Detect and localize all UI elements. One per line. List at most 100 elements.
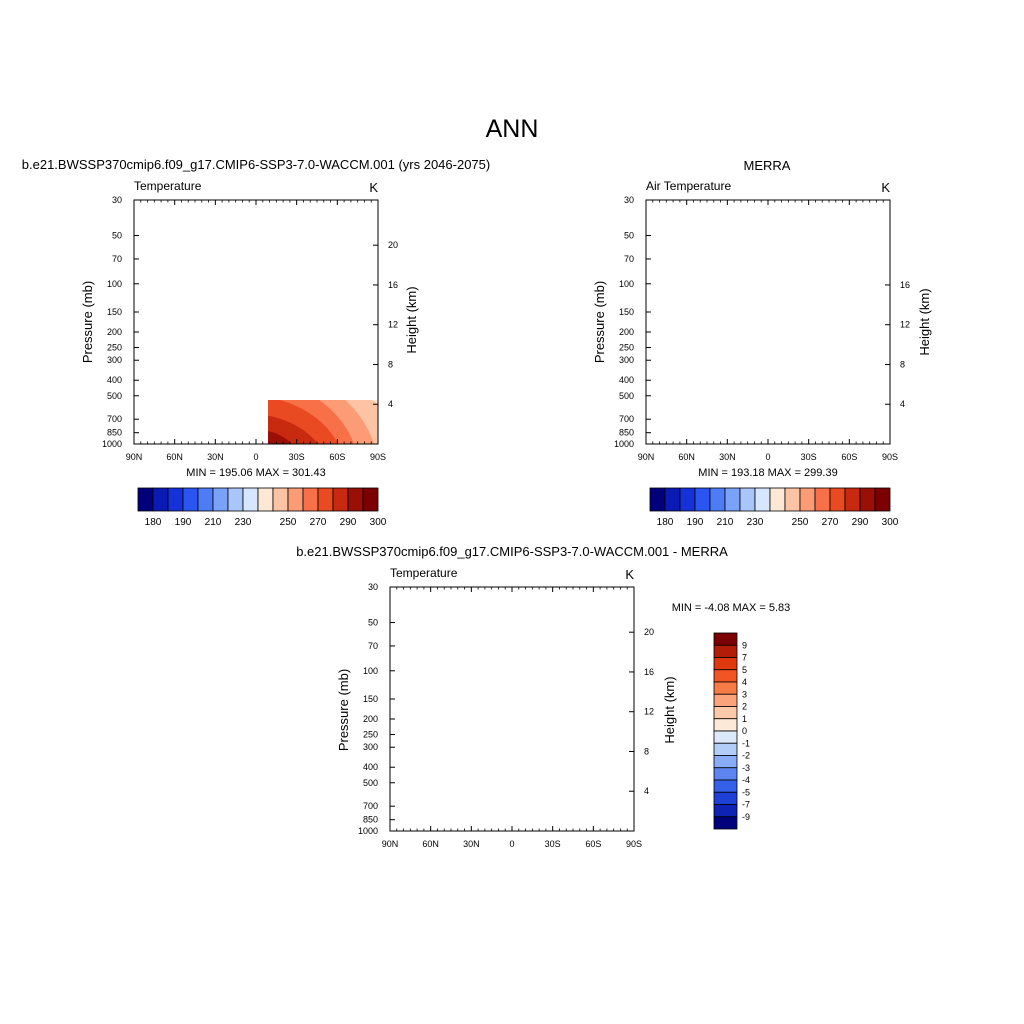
colorbar-label: -4 <box>742 775 750 785</box>
height-tick-label: 16 <box>900 280 910 290</box>
colorbar-swatch <box>713 804 738 818</box>
contour-band <box>390 671 462 762</box>
y-tick-label: 200 <box>107 327 122 337</box>
colorbar-label: -3 <box>742 763 750 773</box>
y-tick-label: 700 <box>107 414 122 424</box>
colorbar-swatch <box>713 755 738 769</box>
contour-band <box>646 329 890 444</box>
min-max-stats: MIN = -4.08 MAX = 5.83 <box>672 602 791 614</box>
y-tick-label: 700 <box>619 414 634 424</box>
contour-field <box>268 400 378 444</box>
y-axis-label: Pressure (mb) <box>80 281 95 363</box>
colorbar-label: 290 <box>852 517 869 528</box>
colorbar-swatch <box>709 487 726 512</box>
y-tick-label: 1000 <box>102 439 122 449</box>
min-max-stats: MIN = 193.18 MAX = 299.39 <box>698 467 837 479</box>
colorbar-label: 190 <box>687 517 704 528</box>
x-tick-label: 30N <box>719 452 736 462</box>
height-tick-label: 8 <box>900 359 905 369</box>
colorbar: 180 190 210 230 250 270 290 300 <box>649 487 899 528</box>
colorbar-label: 180 <box>145 517 162 528</box>
units-label: K <box>625 567 634 582</box>
y-tick-label: 30 <box>368 582 378 592</box>
colorbar-swatch <box>713 657 738 671</box>
height-tick-label: 4 <box>644 786 649 796</box>
height-axis-label: Height (km) <box>662 676 677 743</box>
colorbar-swatch <box>182 487 199 512</box>
x-tick-label: 90N <box>638 452 655 462</box>
x-tick-label: 30N <box>207 452 224 462</box>
y-tick-label: 400 <box>363 762 378 772</box>
contour-band <box>646 301 693 340</box>
height-tick-label: 4 <box>900 399 905 409</box>
contour-band <box>390 671 634 831</box>
colorbar-swatch <box>212 487 229 512</box>
colorbar-swatch <box>242 487 259 512</box>
height-axis-label: Height (km) <box>404 286 419 353</box>
x-tick-label: 90S <box>370 452 386 462</box>
colorbar-swatch <box>362 487 379 512</box>
y-tick-label: 50 <box>368 618 378 628</box>
variable-label: Temperature <box>134 179 202 193</box>
height-tick-label: 12 <box>900 320 910 330</box>
x-tick-label: 60N <box>422 839 439 849</box>
colorbar-label: -5 <box>742 787 750 797</box>
contour-band <box>390 762 410 809</box>
colorbar-swatch <box>679 487 696 512</box>
units-label: K <box>369 180 378 195</box>
colorbar-label: 230 <box>747 517 764 528</box>
panel-title: b.e21.BWSSP370cmip6.f09_g17.CMIP6-SSP3-7… <box>296 544 728 559</box>
y-tick-label: 200 <box>363 714 378 724</box>
colorbar-label: 4 <box>742 677 747 687</box>
colorbar-swatch <box>287 487 304 512</box>
contour-band <box>390 771 402 799</box>
contour-band <box>872 284 890 324</box>
x-tick-label: 30S <box>545 839 561 849</box>
contour-band <box>646 344 890 444</box>
panel-title: MERRA <box>744 158 791 173</box>
height-tick-label: 20 <box>388 240 398 250</box>
x-tick-label: 90N <box>382 839 399 849</box>
contour-band <box>586 782 611 806</box>
panel-model: b.e21.BWSSP370cmip6.f09_g17.CMIP6-SSP3-7… <box>22 157 490 528</box>
colorbar-label: 300 <box>370 517 387 528</box>
height-tick-label: 8 <box>644 746 649 756</box>
y-axis-label: Pressure (mb) <box>592 281 607 363</box>
colorbar-label: 270 <box>822 517 839 528</box>
contour-band <box>268 431 292 444</box>
colorbar-swatch <box>814 487 831 512</box>
page-title: ANN <box>486 115 539 143</box>
y-tick-label: 250 <box>107 343 122 353</box>
colorbar-label: 300 <box>882 517 899 528</box>
y-tick-label: 1000 <box>614 439 634 449</box>
y-tick-label: 300 <box>619 355 634 365</box>
colorbar-label: 230 <box>235 517 252 528</box>
colorbar: 180 190 210 230 250 270 290 300 <box>137 487 387 528</box>
colorbar-label: 250 <box>792 517 809 528</box>
colorbar-label: 210 <box>717 517 734 528</box>
x-tick-label: 30S <box>801 452 817 462</box>
colorbar-swatch <box>317 487 334 512</box>
colorbar-swatch <box>713 644 738 658</box>
colorbar-swatch <box>829 487 846 512</box>
contour-band <box>598 697 634 733</box>
height-tick-label: 16 <box>644 667 654 677</box>
min-max-stats: MIN = 195.06 MAX = 301.43 <box>186 467 325 479</box>
colorbar-label: -1 <box>742 738 750 748</box>
colorbar-label: 270 <box>310 517 327 528</box>
y-tick-label: 250 <box>363 730 378 740</box>
plot-frame <box>389 586 635 832</box>
colorbar-label: 1 <box>742 714 747 724</box>
height-tick-label: 12 <box>644 707 654 717</box>
colorbar-swatch <box>769 487 786 512</box>
plot-frame <box>645 199 891 445</box>
colorbar-label: 290 <box>340 517 357 528</box>
y-tick-label: 150 <box>619 307 634 317</box>
x-tick-label: 0 <box>765 452 770 462</box>
x-tick-label: 90N <box>126 452 143 462</box>
colorbar-swatch <box>713 718 738 732</box>
colorbar-swatch <box>713 767 738 781</box>
colorbar-swatch <box>227 487 244 512</box>
height-tick-label: 20 <box>644 627 654 637</box>
